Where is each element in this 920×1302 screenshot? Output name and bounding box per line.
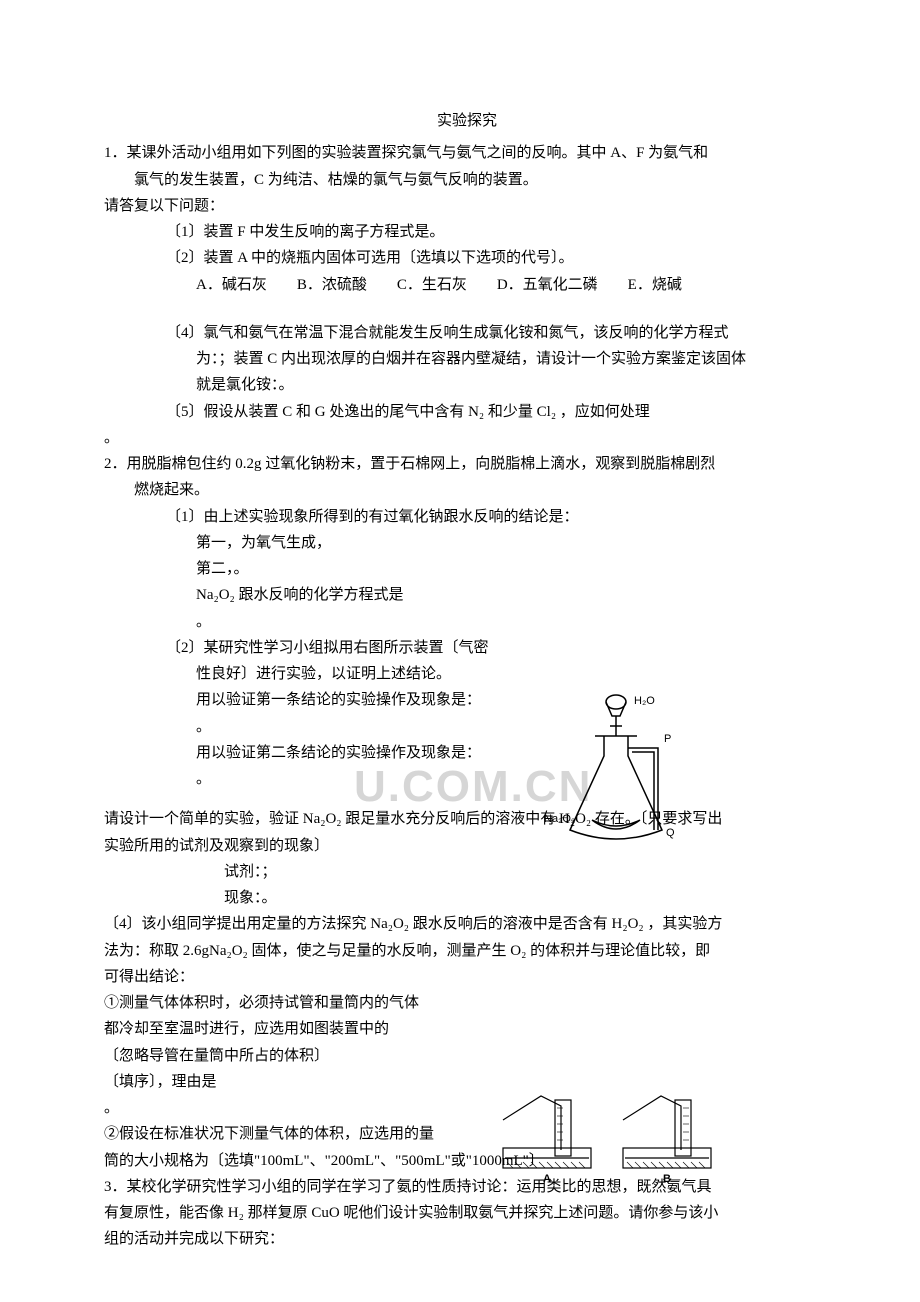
q2-p3a: 请设计一个简单的实验，验证 Na₂O₂ 跟足量水充分反响后的溶液中有 H₂O₂ …: [104, 806, 830, 832]
q2-p2e: 用以验证第二条结论的实验操作及现象是：: [104, 740, 830, 766]
q1-part4-b: 为：；装置 C 内出现浓厚的白烟并在容器内壁凝结，请设计一个实验方案鉴定该固体: [104, 346, 830, 372]
q2-p1b: 第一，为氧气生成，: [104, 530, 830, 556]
label-b: B: [663, 1173, 671, 1185]
label-h2o: H₂O: [634, 695, 655, 707]
q2-p4e: 都冷却至室温时进行，应选用如图装置中的: [104, 1016, 830, 1042]
q2-p2f: 。: [104, 766, 830, 792]
q1-stem-b: 氯气的发生装置，C 为纯洁、枯燥的氯气与氨气反响的装置。: [104, 167, 830, 193]
q2-p4f: 〔忽略导管在量筒中所占的体积〕: [104, 1043, 830, 1069]
q2-p2a: 〔2〕某研究性学习小组拟用右图所示装置〔气密: [104, 635, 830, 661]
doc-title: 实验探究: [104, 108, 830, 134]
q2-p4d: ①测量气体体积时，必须持试管和量筒内的气体: [104, 990, 830, 1016]
q1-part4-a: 〔4〕氯气和氨气在常温下混合就能发生反响生成氯化铵和氮气，该反响的化学方程式: [104, 320, 830, 346]
label-p: P: [664, 733, 671, 745]
q2-p1d: Na₂O₂ 跟水反响的化学方程式是: [104, 582, 830, 608]
label-a: A: [543, 1173, 551, 1185]
q1-part2: 〔2〕装置 A 中的烧瓶内固体可选用〔选填以下选项的代号〕。: [104, 245, 830, 271]
q2-p3c: 试剂：；: [104, 859, 830, 885]
q2-p1c: 第二，。: [104, 556, 830, 582]
label-na2o2: Na₂O₂: [544, 813, 575, 825]
q2-p1e: 。: [104, 609, 830, 635]
gas-collection-figure: A B: [495, 1090, 725, 1185]
q2-p4c: 可得出结论：: [104, 964, 830, 990]
q3-c: 组的活动并完成以下研究：: [104, 1226, 830, 1252]
q2-p1a: 〔1〕由上述实验现象所得到的有过氧化钠跟水反响的结论是：: [104, 504, 830, 530]
q2-p3d: 现象：。: [104, 885, 830, 911]
q2-p3b: 实验所用的试剂及观察到的现象〕: [104, 833, 830, 859]
q1-end: 。: [104, 425, 830, 451]
q1-part1: 〔1〕装置 F 中发生反响的离子方程式是。: [104, 219, 830, 245]
label-q: Q: [666, 827, 675, 839]
q1-part5: 〔5〕假设从装置 C 和 G 处逸出的尾气中含有 N₂ 和少量 Cl₂ ，应如何…: [104, 399, 830, 425]
q2-p4b: 法为：称取 2.6gNa₂O₂ 固体，使之与足量的水反响，测量产生 O₂ 的体积…: [104, 938, 830, 964]
q1-stem-a: 1．某课外活动小组用如下列图的实验装置探究氯气与氨气之间的反响。其中 A、F 为…: [104, 140, 830, 166]
q2-p4a: 〔4〕该小组同学提出用定量的方法探究 Na₂O₂ 跟水反响后的溶液中是否含有 H…: [104, 911, 830, 937]
q1-options: A．碱石灰 B．浓硫酸 C．生石灰 D．五氧化二磷 E．烧碱: [104, 272, 830, 298]
q2-stem-a: 2．用脱脂棉包住约 0.2g 过氧化钠粉末，置于石棉网上，向脱脂棉上滴水，观察到…: [104, 451, 830, 477]
flask-apparatus-figure: H₂O P Na₂O₂ Q: [540, 688, 700, 848]
q2-p2c: 用以验证第一条结论的实验操作及现象是：: [104, 687, 830, 713]
q3-b: 有复原性，能否像 H₂ 那样复原 CuO 呢他们设计实验制取氨气并探究上述问题。…: [104, 1200, 830, 1226]
q1-part4-c: 就是氯化铵：。: [104, 372, 830, 398]
q2-p2d: 。: [104, 714, 830, 740]
q1-lead: 请答复以下问题：: [104, 193, 830, 219]
q2-p2b: 性良好〕进行实验，以证明上述结论。: [104, 661, 830, 687]
q2-stem-b: 燃烧起来。: [104, 477, 830, 503]
